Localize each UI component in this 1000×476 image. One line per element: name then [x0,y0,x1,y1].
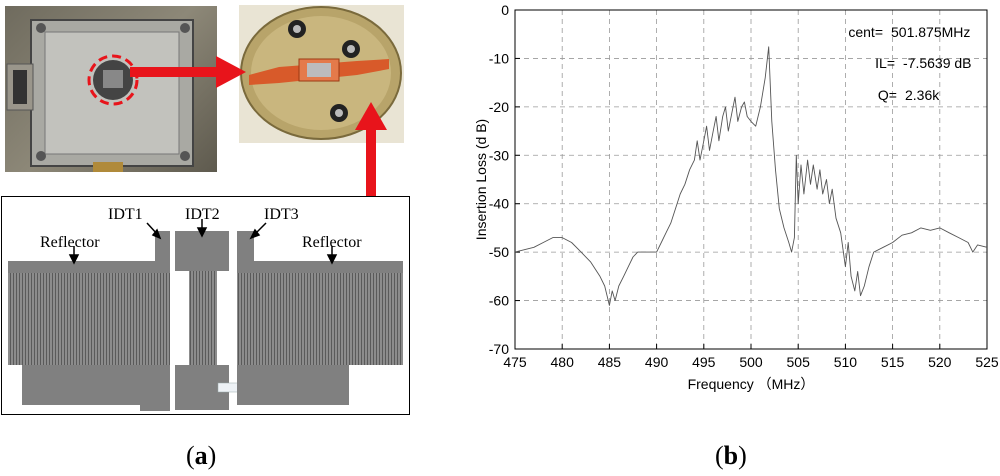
y-tick-label: -30 [489,147,509,163]
x-tick-label: 510 [834,354,858,370]
annotation-value: 501.875MHz [891,24,970,40]
right-arrow [130,56,246,88]
x-tick-label: 475 [503,354,527,370]
y-tick-label: -40 [489,196,509,212]
annotation-key: cent= [848,24,883,40]
x-tick-label: 495 [692,354,716,370]
y-tick-label: -10 [489,50,509,66]
label-idt1: IDT1 [108,206,143,223]
arrow-graphics [130,56,387,208]
x-tick-label: 525 [975,354,999,370]
up-arrow [355,102,387,208]
caption-b: (b) [715,441,747,470]
annotation-key: Q= [878,87,897,103]
x-axis-label: Frequency （MHz） [688,376,815,392]
y-axis-label: Insertion Loss (d B) [473,119,489,240]
annotation-key: IL= [875,55,895,71]
y-tick-label: -60 [489,293,509,309]
y-tick-label: -50 [489,244,509,260]
annotation-value: 2.36k [905,87,940,103]
x-tick-label: 485 [598,354,622,370]
label-idt2: IDT2 [185,206,220,223]
plot-frame [514,9,988,350]
label-idt3: IDT3 [264,206,299,223]
series-line [514,46,988,306]
x-tick-label: 500 [739,354,763,370]
label-reflector-left: Reflector [40,234,100,251]
saw-package-photo [5,6,217,172]
insertion-loss-chart: 475 480 485 490 495 500 505 510 515 520 525 0 -10 -20… [473,2,999,392]
label-reflector-right: Reflector [302,234,362,251]
y-tick-label: -70 [489,341,509,357]
x-tick-label: 520 [928,354,952,370]
y-tick-label: -20 [489,99,509,115]
x-tick-label: 515 [881,354,905,370]
x-tick-label: 505 [787,354,811,370]
caption-a: (a) [186,441,217,470]
x-tick-label: 490 [645,354,669,370]
y-tick-label: 0 [501,2,509,18]
idt-layout-diagram: Reflector IDT1 IDT2 IDT3 Reflector [1,196,410,415]
annotation-value: -7.5639 dB [903,55,972,71]
saw-chip-photo [239,5,404,143]
x-tick-label: 480 [551,354,575,370]
highlight-circle [87,54,139,106]
